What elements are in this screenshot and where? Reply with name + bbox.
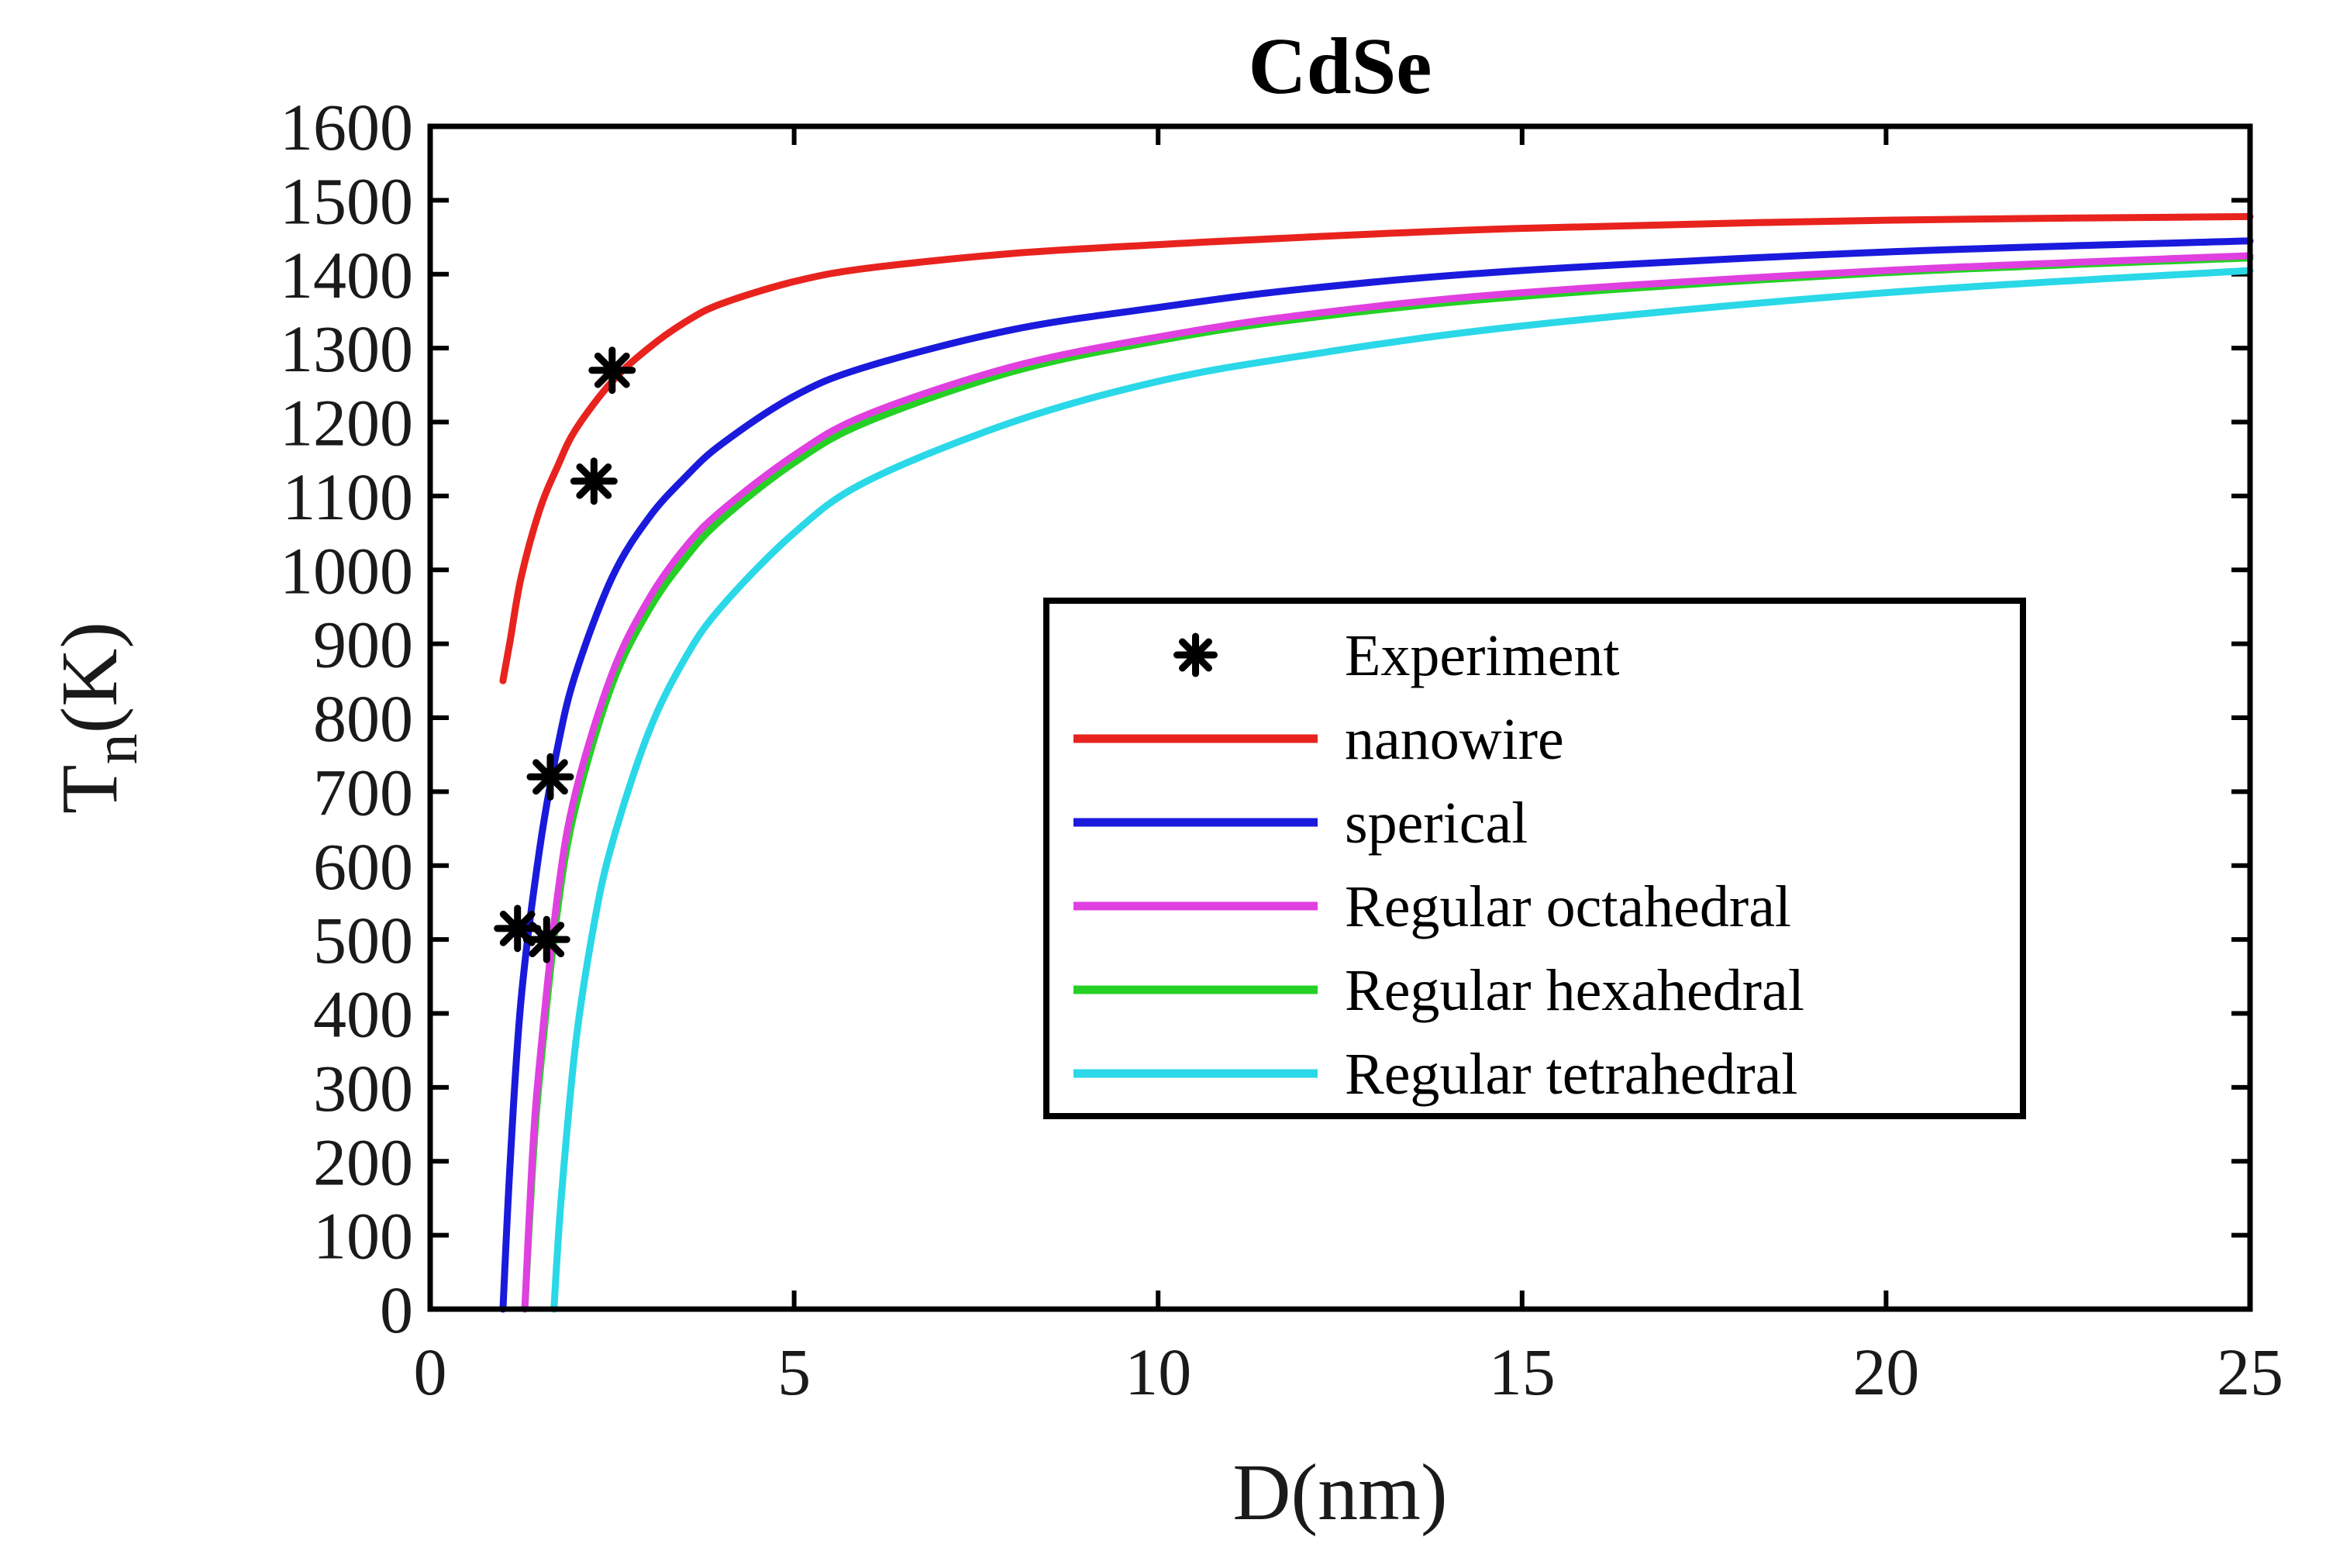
y-tick-label: 1600: [280, 90, 413, 164]
plot-frame: [427, 123, 2253, 1312]
x-tick-label: 15: [1489, 1335, 1556, 1409]
y-tick-label: 700: [313, 755, 413, 829]
y-tick-label: 200: [313, 1125, 413, 1199]
y-tick-label: 1500: [280, 164, 413, 238]
series-line-sperical: [499, 237, 2254, 1313]
chart-title: CdSe: [1249, 22, 1432, 111]
y-tick-label: 1100: [282, 460, 413, 534]
y-tick-label: 1000: [280, 533, 413, 608]
experiment-point: [570, 457, 618, 505]
y-tick-label: 300: [313, 1051, 413, 1125]
legend-label: Regular tetrahedral: [1345, 1042, 1797, 1107]
x-tick-labels: 0 5 10 15 20 25: [414, 1335, 2284, 1409]
x-tick-label: 10: [1125, 1335, 1191, 1409]
legend-item-sperical: sperical: [1073, 791, 1528, 856]
legend-item-regular-octahedral: Regular octahedral: [1073, 874, 1791, 939]
experiment-point: [588, 346, 636, 395]
y-tick-label: 1200: [280, 386, 413, 460]
experiment-points: [494, 346, 636, 963]
legend-box: [1043, 598, 2026, 1119]
legend-item-nanowire: nanowire: [1073, 707, 1564, 772]
experiment-point: [522, 915, 570, 963]
y-tick-label: 800: [313, 681, 413, 756]
y-axis-label-sub: n: [82, 733, 150, 764]
y-tick-label: 1300: [280, 312, 413, 386]
x-axis-label: D(nm): [1232, 1448, 1447, 1537]
x-tick-label: 25: [2217, 1335, 2283, 1409]
legend-label: Experiment: [1345, 623, 1620, 688]
legend: Experiment nanowire sperical Regular octahe…: [1043, 598, 2026, 1119]
y-tick-label: 0: [380, 1273, 413, 1347]
legend-label: nanowire: [1345, 707, 1564, 772]
y-tick-label: 900: [313, 608, 413, 682]
legend-label: Regular octahedral: [1345, 874, 1791, 939]
y-axis-label: Tn(K): [45, 622, 150, 814]
legend-label: Regular hexahedral: [1345, 958, 1804, 1023]
legend-item-experiment: Experiment: [1173, 623, 1620, 688]
x-tick-label: 20: [1852, 1335, 1919, 1409]
y-tick-label: 400: [313, 977, 413, 1052]
x-tick-label: 0: [414, 1335, 447, 1409]
y-tick-label: 600: [313, 829, 413, 904]
y-axis-label-main: T: [45, 764, 134, 814]
y-axis-label-unit: (K): [45, 622, 134, 733]
legend-item-regular-hexahedral: Regular hexahedral: [1073, 958, 1804, 1023]
experiment-point: [526, 753, 574, 801]
series-line-regular-tetrahedral: [550, 267, 2254, 1313]
y-tick-label: 100: [313, 1199, 413, 1273]
legend-label: sperical: [1345, 791, 1528, 856]
y-tick-label: 1400: [280, 238, 413, 312]
y-tick-labels: 0100200300400500600700800900100011001200…: [280, 90, 413, 1347]
x-tick-label: 5: [777, 1335, 811, 1409]
series-line-nanowire: [499, 212, 2254, 684]
legend-item-regular-tetrahedral: Regular tetrahedral: [1073, 1042, 1797, 1107]
legend-items: Experiment nanowire sperical Regular octahe…: [1073, 623, 1804, 1107]
y-tick-label: 500: [313, 903, 413, 977]
